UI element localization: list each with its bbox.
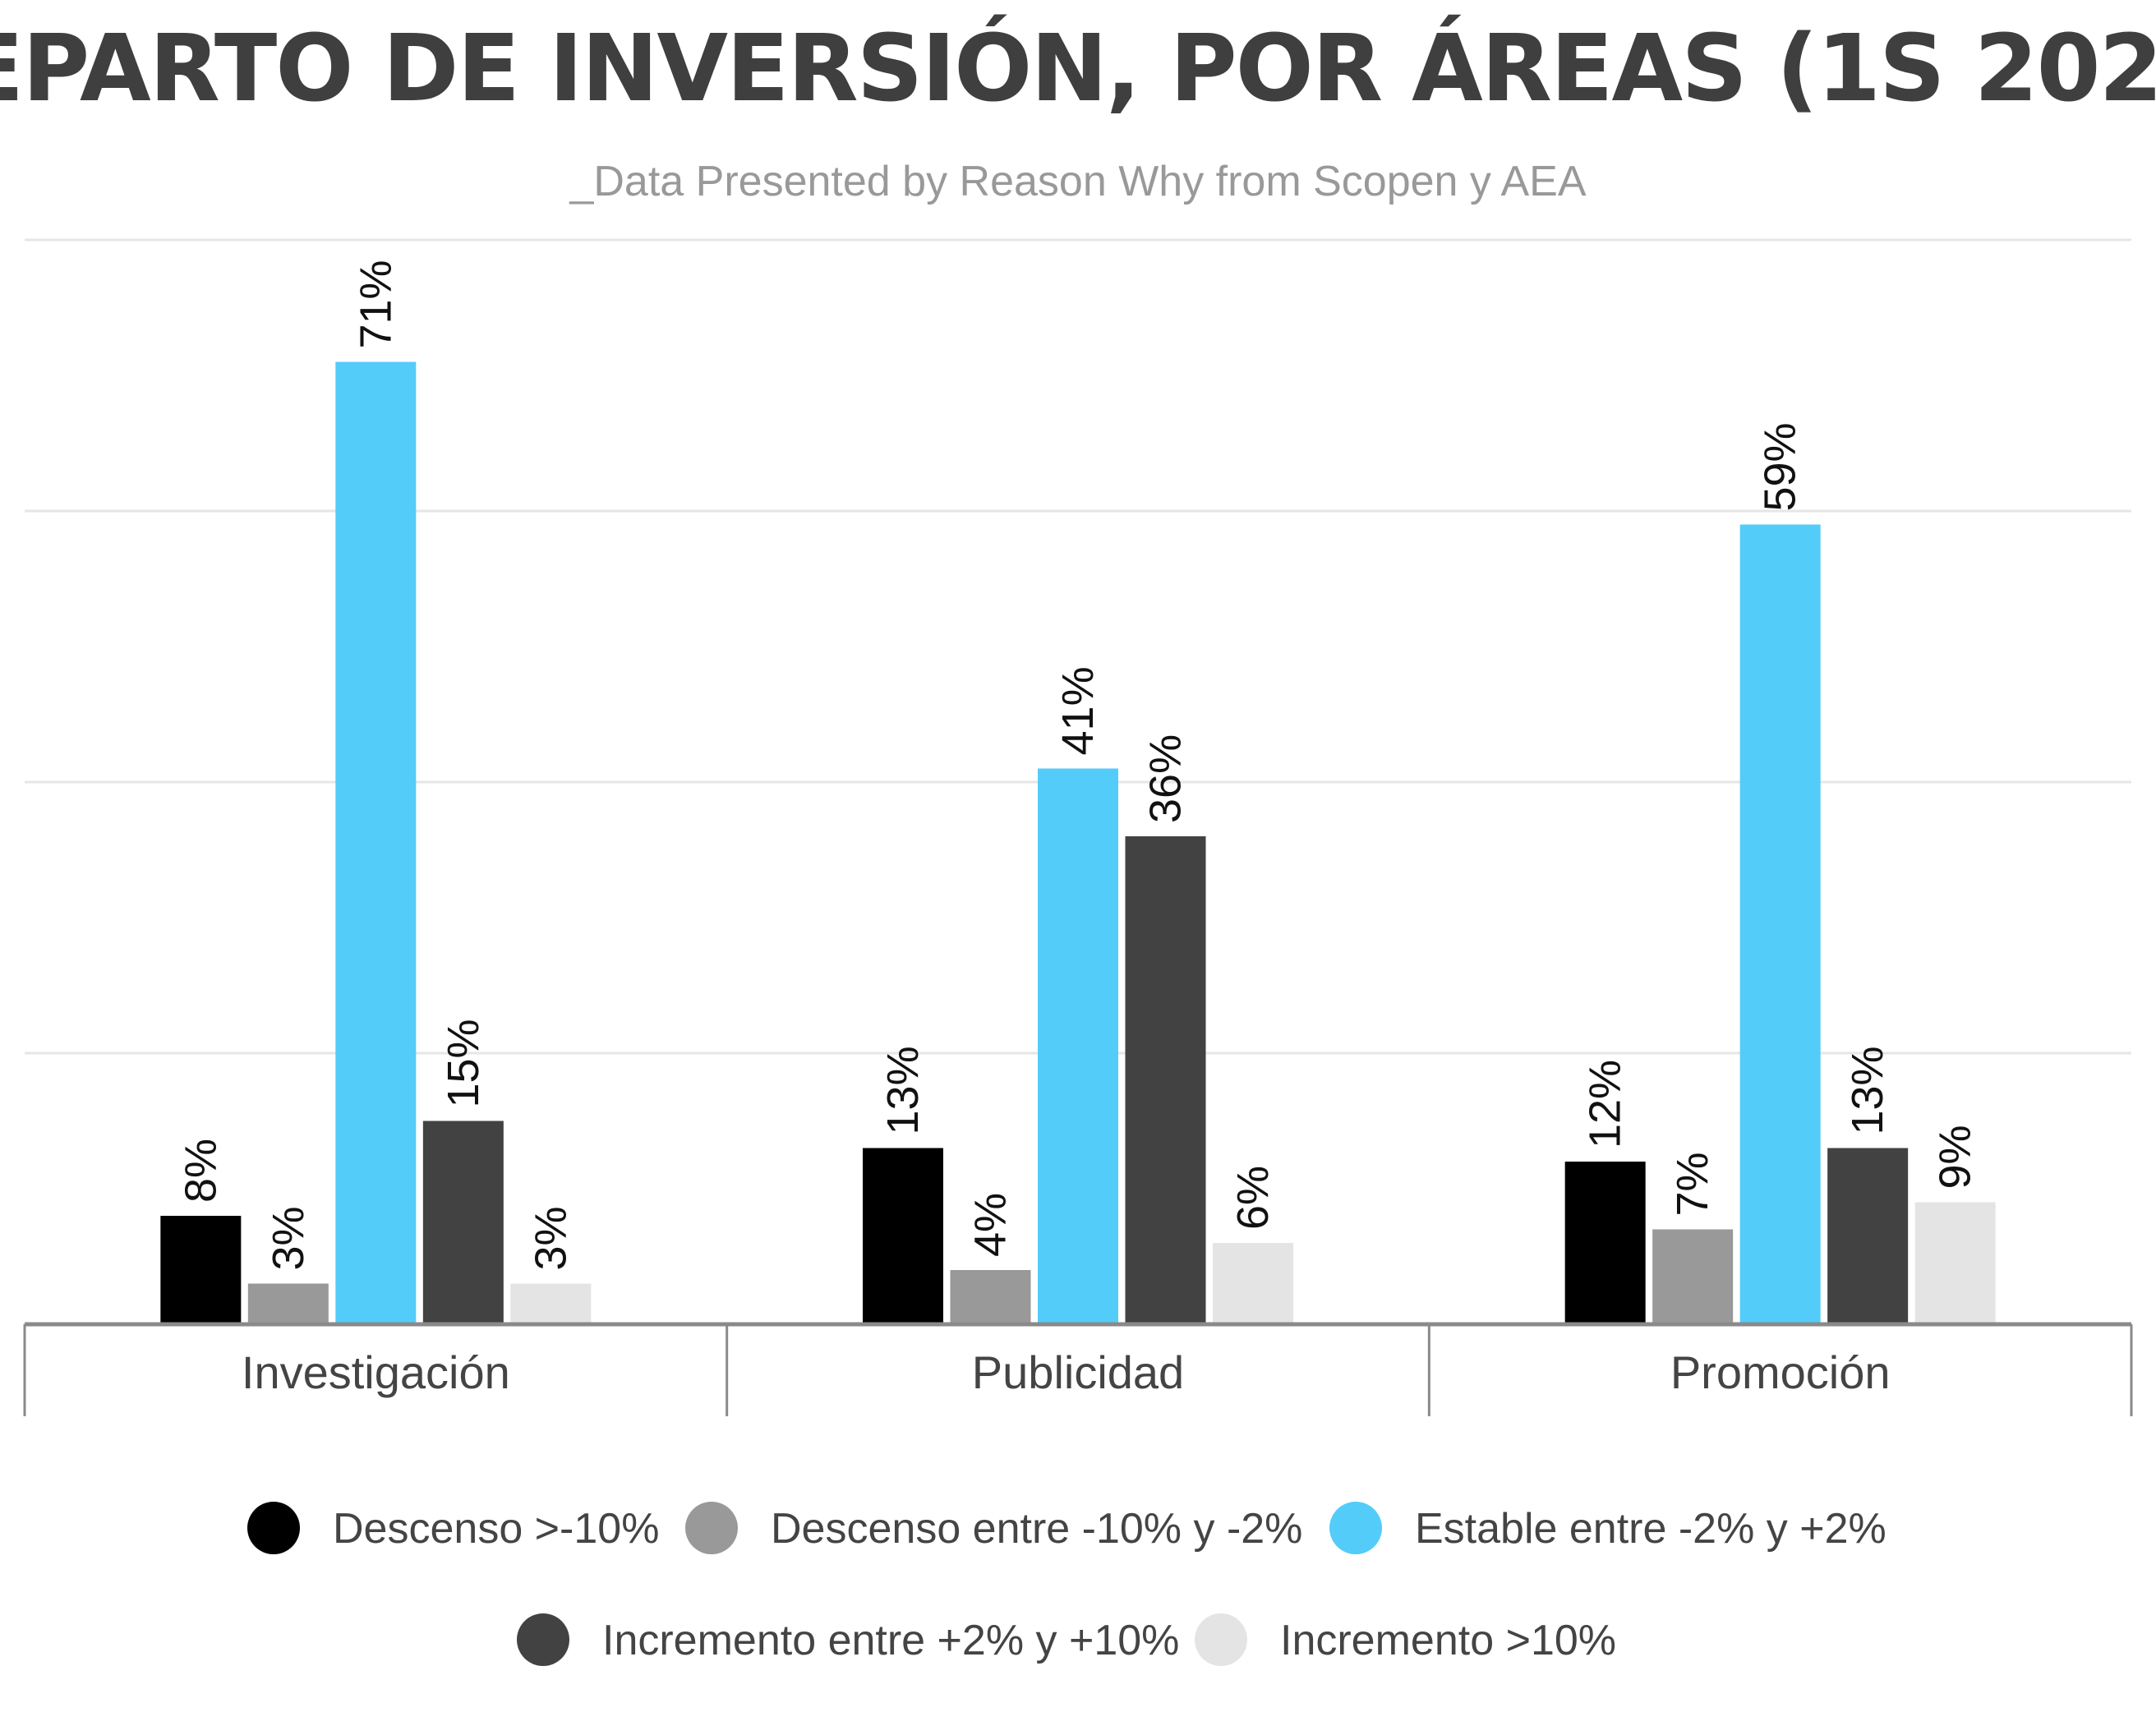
legend-marker-2 <box>685 1502 738 1554</box>
data-label: 59% <box>1756 422 1805 511</box>
bar-promocion-1 <box>1564 1162 1646 1324</box>
bar-promocion-5 <box>1914 1202 1996 1324</box>
data-label: 3% <box>264 1206 313 1270</box>
data-label: 15% <box>439 1019 488 1107</box>
data-label: 4% <box>966 1193 1016 1257</box>
data-label: 3% <box>526 1206 575 1270</box>
data-labels: 8% 3% 71% 15% 3% 13% 4% 41% 36% 6% 12% 7% 59% 13% 9% <box>176 260 1979 1270</box>
x-axis: Investigación Publicidad Promoción <box>23 1322 2133 1416</box>
category-label-investigacion: Investigación <box>242 1346 510 1398</box>
data-label: 13% <box>878 1046 928 1134</box>
data-label: 6% <box>1228 1166 1278 1230</box>
legend-label-2: Descenso entre -10% y -2% <box>771 1505 1302 1553</box>
bars <box>160 361 1996 1324</box>
data-label: 71% <box>351 260 400 348</box>
bar-publicidad-2 <box>950 1270 1031 1324</box>
data-label: 8% <box>176 1139 225 1203</box>
legend-label-1: Descenso >-10% <box>333 1505 659 1553</box>
bar-promocion-3 <box>1739 524 1821 1324</box>
data-label: 9% <box>1931 1125 1980 1189</box>
data-label: 13% <box>1843 1046 1892 1134</box>
legend-marker-3 <box>1329 1502 1382 1554</box>
bar-investigacion-4 <box>422 1121 504 1324</box>
bar-publicidad-1 <box>863 1148 943 1324</box>
bar-publicidad-5 <box>1213 1243 1293 1324</box>
data-label: 41% <box>1053 666 1103 755</box>
legend-label-3: Estable entre -2% y +2% <box>1415 1505 1886 1553</box>
data-label: 12% <box>1581 1060 1630 1148</box>
data-label: 7% <box>1668 1152 1717 1216</box>
bar-promocion-2 <box>1652 1229 1734 1324</box>
legend-marker-5 <box>1195 1613 1247 1666</box>
legend-label-5: Incremento >10% <box>1280 1617 1616 1664</box>
legend-marker-4 <box>517 1613 569 1666</box>
chart-subtitle: _Data Presented by Reason Why from Scope… <box>569 158 1586 205</box>
category-label-publicidad: Publicidad <box>972 1346 1184 1398</box>
bar-publicidad-4 <box>1125 836 1206 1324</box>
bar-investigacion-2 <box>247 1283 329 1324</box>
bar-investigacion-1 <box>160 1216 242 1324</box>
bar-promocion-4 <box>1827 1148 1909 1324</box>
chart-title: REPARTO DE INVERSIÓN, POR ÁREAS (1S 2024… <box>0 14 2156 122</box>
legend-label-4: Incremento entre +2% y +10% <box>602 1617 1179 1664</box>
bar-publicidad-3 <box>1038 768 1118 1324</box>
bar-investigacion-5 <box>510 1283 592 1324</box>
legend-marker-1 <box>247 1502 300 1554</box>
data-label: 36% <box>1141 734 1191 823</box>
bar-investigacion-3 <box>335 361 417 1324</box>
legend: Descenso >-10% Descenso entre -10% y -2% E… <box>247 1502 1886 1666</box>
category-label-promocion: Promoción <box>1670 1346 1891 1398</box>
